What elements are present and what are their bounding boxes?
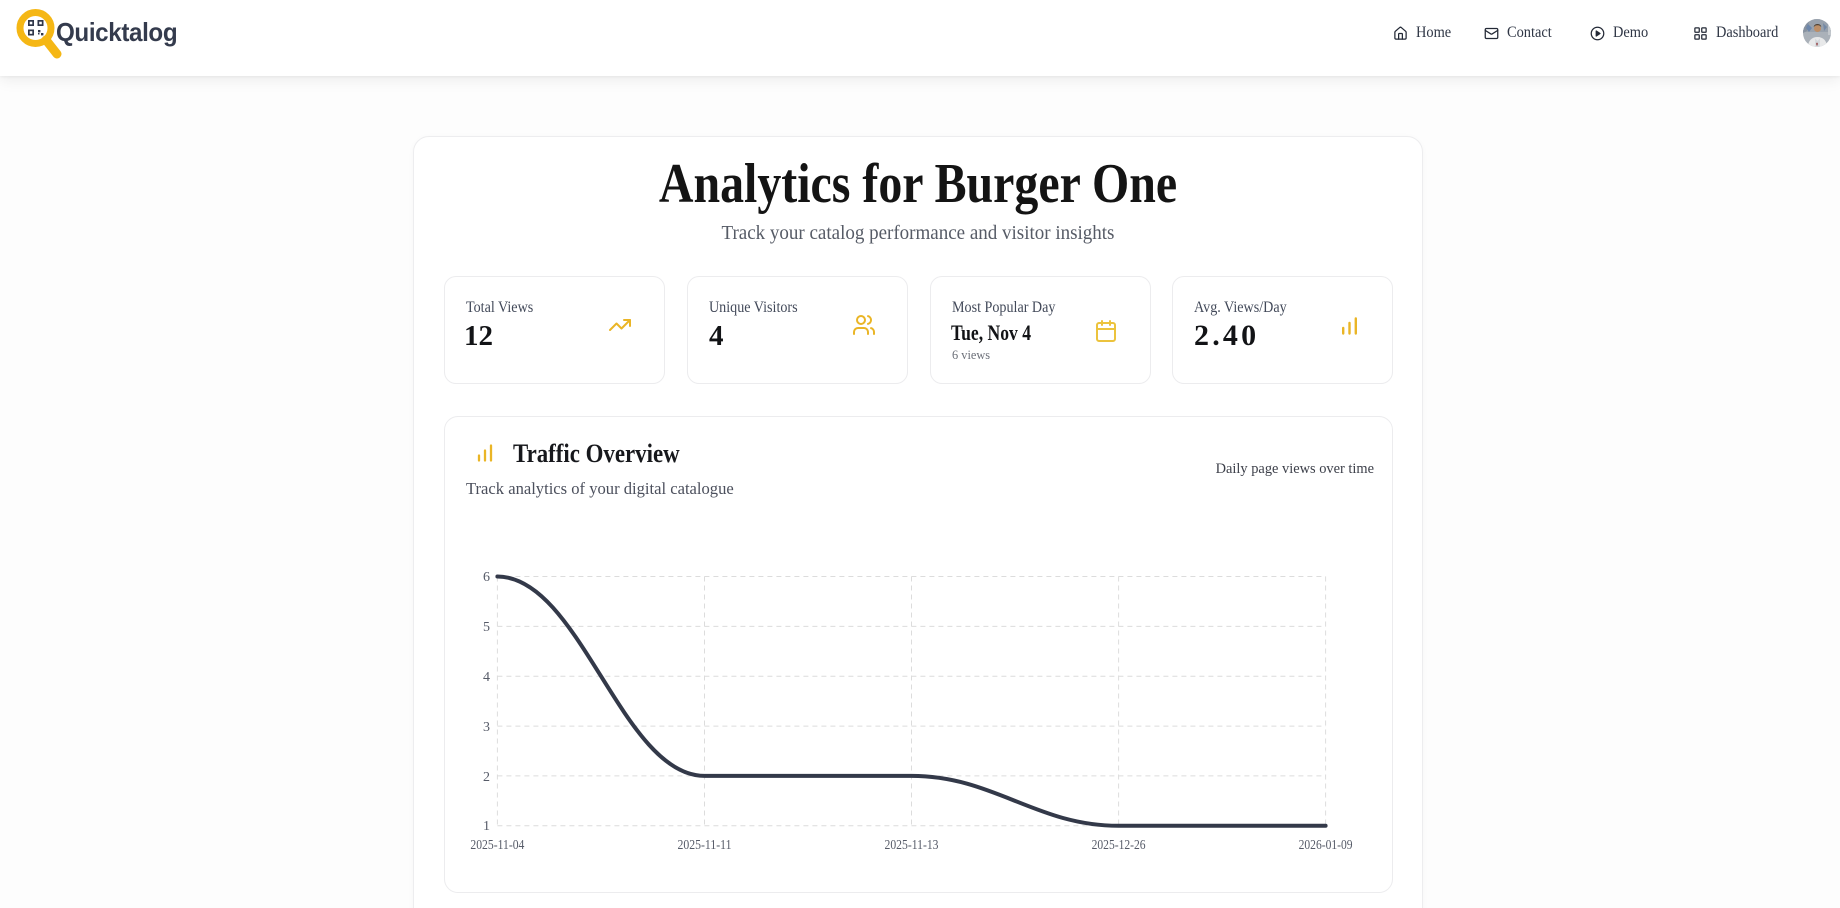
svg-text:5: 5 (483, 620, 490, 635)
svg-text:3: 3 (483, 720, 490, 735)
svg-text:2: 2 (483, 770, 490, 785)
svg-text:2025-11-11: 2025-11-11 (678, 837, 732, 852)
svg-text:2025-11-13: 2025-11-13 (885, 837, 939, 852)
svg-text:1: 1 (483, 819, 490, 834)
svg-text:2025-11-04: 2025-11-04 (470, 837, 524, 852)
svg-text:6: 6 (483, 570, 490, 585)
svg-text:2026-01-09: 2026-01-09 (1299, 837, 1353, 852)
svg-text:4: 4 (483, 670, 490, 685)
svg-text:2025-12-26: 2025-12-26 (1092, 837, 1146, 852)
